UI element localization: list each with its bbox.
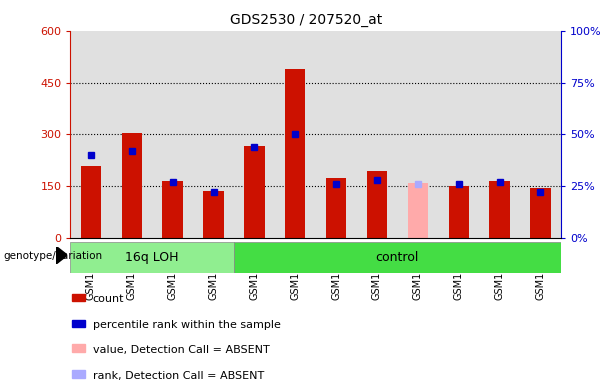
Bar xyxy=(204,191,224,238)
Bar xyxy=(72,344,85,352)
Bar xyxy=(316,31,357,238)
Bar xyxy=(449,186,469,238)
Bar xyxy=(81,166,101,238)
Bar xyxy=(70,31,112,238)
Bar xyxy=(152,31,193,238)
Bar xyxy=(326,177,346,238)
Text: rank, Detection Call = ABSENT: rank, Detection Call = ABSENT xyxy=(93,371,264,381)
Text: control: control xyxy=(376,251,419,264)
Bar xyxy=(520,31,561,238)
Bar xyxy=(234,242,561,273)
Bar xyxy=(244,146,265,238)
Bar xyxy=(357,31,397,238)
Bar xyxy=(479,31,520,238)
Bar xyxy=(112,31,152,238)
Text: GDS2530 / 207520_at: GDS2530 / 207520_at xyxy=(230,13,383,27)
Bar xyxy=(121,132,142,238)
Bar xyxy=(70,242,234,273)
Bar xyxy=(162,181,183,238)
Text: percentile rank within the sample: percentile rank within the sample xyxy=(93,320,280,330)
Bar xyxy=(530,188,550,238)
Text: genotype/variation: genotype/variation xyxy=(3,251,102,261)
Bar xyxy=(193,31,234,238)
Bar xyxy=(438,31,479,238)
Polygon shape xyxy=(56,247,67,264)
Bar xyxy=(367,170,387,238)
Text: 16q LOH: 16q LOH xyxy=(126,251,179,264)
Bar xyxy=(72,370,85,378)
Bar xyxy=(489,181,510,238)
Bar xyxy=(72,319,85,327)
Bar xyxy=(275,31,316,238)
Bar xyxy=(72,294,85,301)
Bar xyxy=(408,183,428,238)
Bar xyxy=(285,69,305,238)
Bar xyxy=(397,31,438,238)
Bar xyxy=(234,31,275,238)
Text: count: count xyxy=(93,294,124,304)
Text: value, Detection Call = ABSENT: value, Detection Call = ABSENT xyxy=(93,345,269,355)
